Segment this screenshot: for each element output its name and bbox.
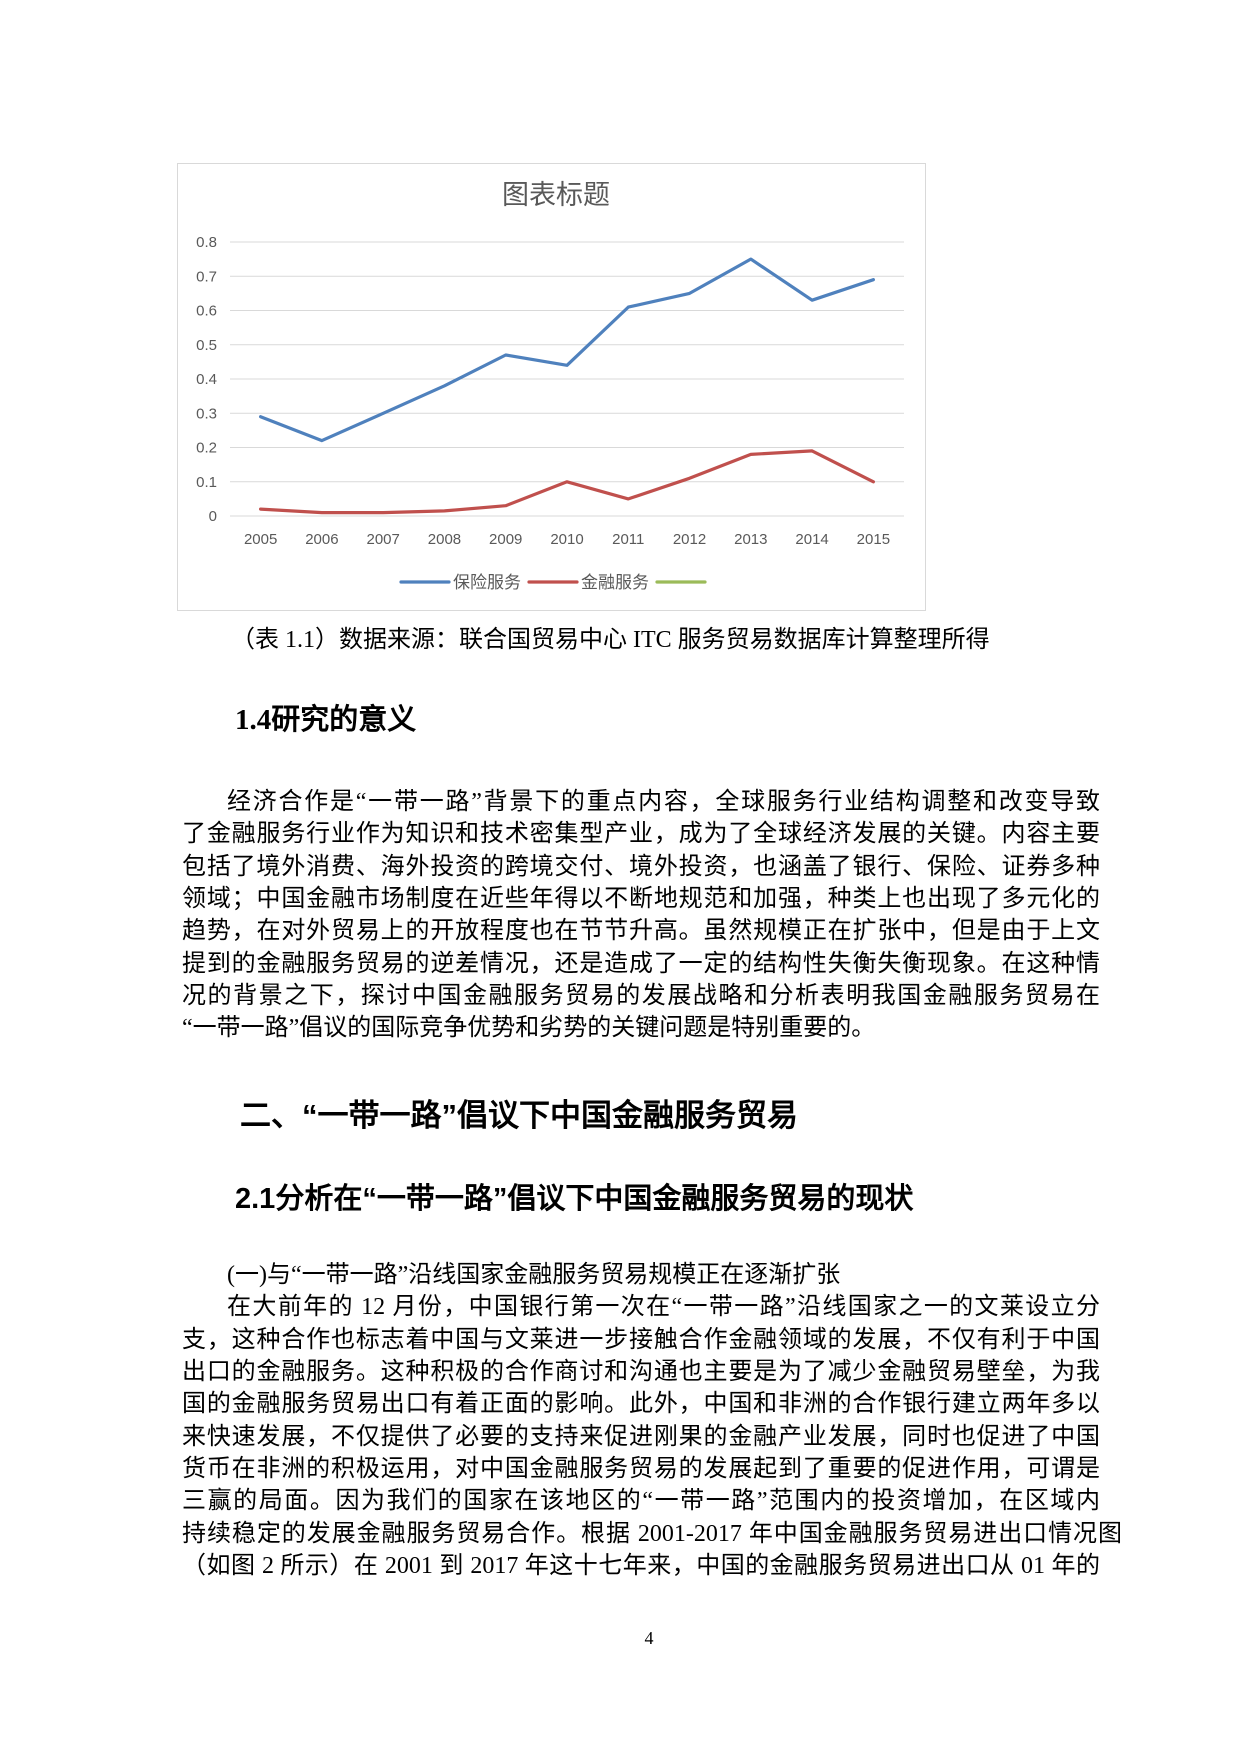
y-tick-label: 0.4: [196, 371, 217, 388]
legend-label: 保险服务: [453, 573, 521, 592]
paragraph-line: 来快速发展，不仅提供了必要的支持来促进刚果的金融产业发展，同时也促进了中国: [182, 1423, 1100, 1450]
paragraph-line: 了金融服务行业作为知识和技术密集型产业，成为了全球经济发展的关键。内容主要: [182, 821, 1100, 848]
paragraph-line: “一带一路”倡议的国际竞争优势和劣势的关键问题是特别重要的。: [182, 1015, 876, 1042]
paragraph-line: 领域；中国金融市场制度在近些年得以不断地规范和加强，种类上也出现了多元化的: [182, 886, 1100, 913]
x-tick-label: 2008: [428, 531, 461, 548]
chart-title: 图表标题: [502, 180, 610, 210]
chart-canvas: 图表标题 0 0.1 0.2 0.3 0.4 0.5 0.6 0.7 0.8 2005 2006 200…: [196, 180, 904, 592]
x-tick-label: 2015: [857, 531, 890, 548]
x-tick-label: 2005: [244, 531, 277, 548]
legend-label: 金融服务: [581, 573, 649, 592]
y-tick-label: 0.2: [196, 440, 217, 457]
y-tick-label: 0.6: [196, 303, 217, 320]
paragraph-line: 提到的金融服务贸易的逆差情况，还是造成了一定的结构性失衡失衡现象。在这种情: [182, 950, 1100, 977]
paragraph-line: 经济合作是“一带一路”背景下的重点内容，全球服务行业结构调整和改变导致: [227, 789, 1100, 815]
page-number: 4: [644, 1628, 654, 1648]
line-chart: 图表标题 0 0.1 0.2 0.3 0.4 0.5 0.6 0.7 0.8 2005 2006 200…: [177, 163, 926, 611]
x-tick-label: 2006: [305, 531, 338, 548]
x-tick-label: 2012: [673, 531, 706, 548]
paragraph-research-significance: 经济合作是“一带一路”背景下的重点内容，全球服务行业结构调整和改变导致 了金融服…: [182, 786, 1122, 1045]
legend-item: 保险服务: [399, 573, 521, 592]
y-tick-label: 0.8: [196, 234, 217, 251]
x-tick-label: 2013: [734, 531, 767, 548]
chapter-heading: 二、“一带一路”倡议下中国金融服务贸易: [240, 1098, 798, 1133]
x-tick-label: 2007: [366, 531, 399, 548]
paragraph-line: 包括了境外消费、海外投资的跨境交付、境外投资，也涵盖了银行、保险、证券多种: [182, 853, 1100, 880]
x-tick-label: 2011: [612, 531, 644, 548]
x-tick-label: 2014: [795, 531, 828, 548]
x-tick-label: 2009: [489, 531, 522, 548]
paragraph-line: 出口的金融服务。这种积极的合作商讨和沟通也主要是为了减少金融贸易壁垒，为我: [182, 1359, 1100, 1386]
y-tick-label: 0.7: [196, 268, 217, 285]
subheading-scale-expansion: (一)与“一带一路”沿线国家金融服务贸易规模正在逐渐扩张: [227, 1262, 841, 1288]
y-tick-label: 0.5: [196, 337, 217, 354]
x-tick-label: 2010: [550, 531, 583, 548]
paragraph-current-status: (一)与“一带一路”沿线国家金融服务贸易规模正在逐渐扩张 在大前年的 12 月份…: [182, 1259, 1122, 1582]
y-tick-label: 0.1: [196, 474, 217, 491]
series-line-2: [259, 449, 875, 515]
legend-item: 金融服务: [527, 573, 649, 592]
paragraph-line: 支，这种合作也标志着中国与文莱进一步接触合作金融领域的发展，不仅有利于中国: [182, 1326, 1100, 1353]
paragraph-line: 趋势，在对外贸易上的开放程度也在节节升高。虽然规模正在扩张中，但是由于上文: [182, 918, 1100, 945]
section-heading-current-status: 2.1分析在“一带一路”倡议下中国金融服务贸易的现状: [235, 1183, 914, 1215]
paragraph-line: （如图 2 所示）在 2001 到 2017 年这十七年来，中国的金融服务贸易进…: [182, 1553, 1100, 1580]
paragraph-line: 况的背景之下，探讨中国金融服务贸易的发展战略和分析表明我国金融服务贸易在: [182, 983, 1100, 1010]
chart-caption: （表 1.1）数据来源：联合国贸易中心 ITC 服务贸易数据库计算整理所得: [231, 627, 990, 653]
y-tick-label: 0.3: [196, 405, 217, 422]
chart-legend: 保险服务 金融服务: [399, 573, 707, 592]
section-heading-research-significance: 1.4研究的意义: [235, 704, 417, 736]
paragraph-line: 在大前年的 12 月份，中国银行第一次在“一带一路”沿线国家之一的文莱设立分: [227, 1294, 1100, 1321]
y-tick-label: 0: [209, 508, 217, 525]
series-line-1: [259, 257, 875, 443]
paragraph-line: 国的金融服务贸易出口有着正面的影响。此外，中国和非洲的合作银行建立两年多以: [182, 1391, 1100, 1418]
paragraph-line: 持续稳定的发展金融服务贸易合作。根据 2001-2017 年中国金融服务贸易进出…: [182, 1520, 1122, 1547]
paragraph-line: 货币在非洲的积极运用，对中国金融服务贸易的发展起到了重要的促进作用，可谓是: [182, 1456, 1100, 1483]
paragraph-line: 三赢的局面。因为我们的国家在该地区的“一带一路”范围内的投资增加，在区域内: [182, 1488, 1100, 1515]
